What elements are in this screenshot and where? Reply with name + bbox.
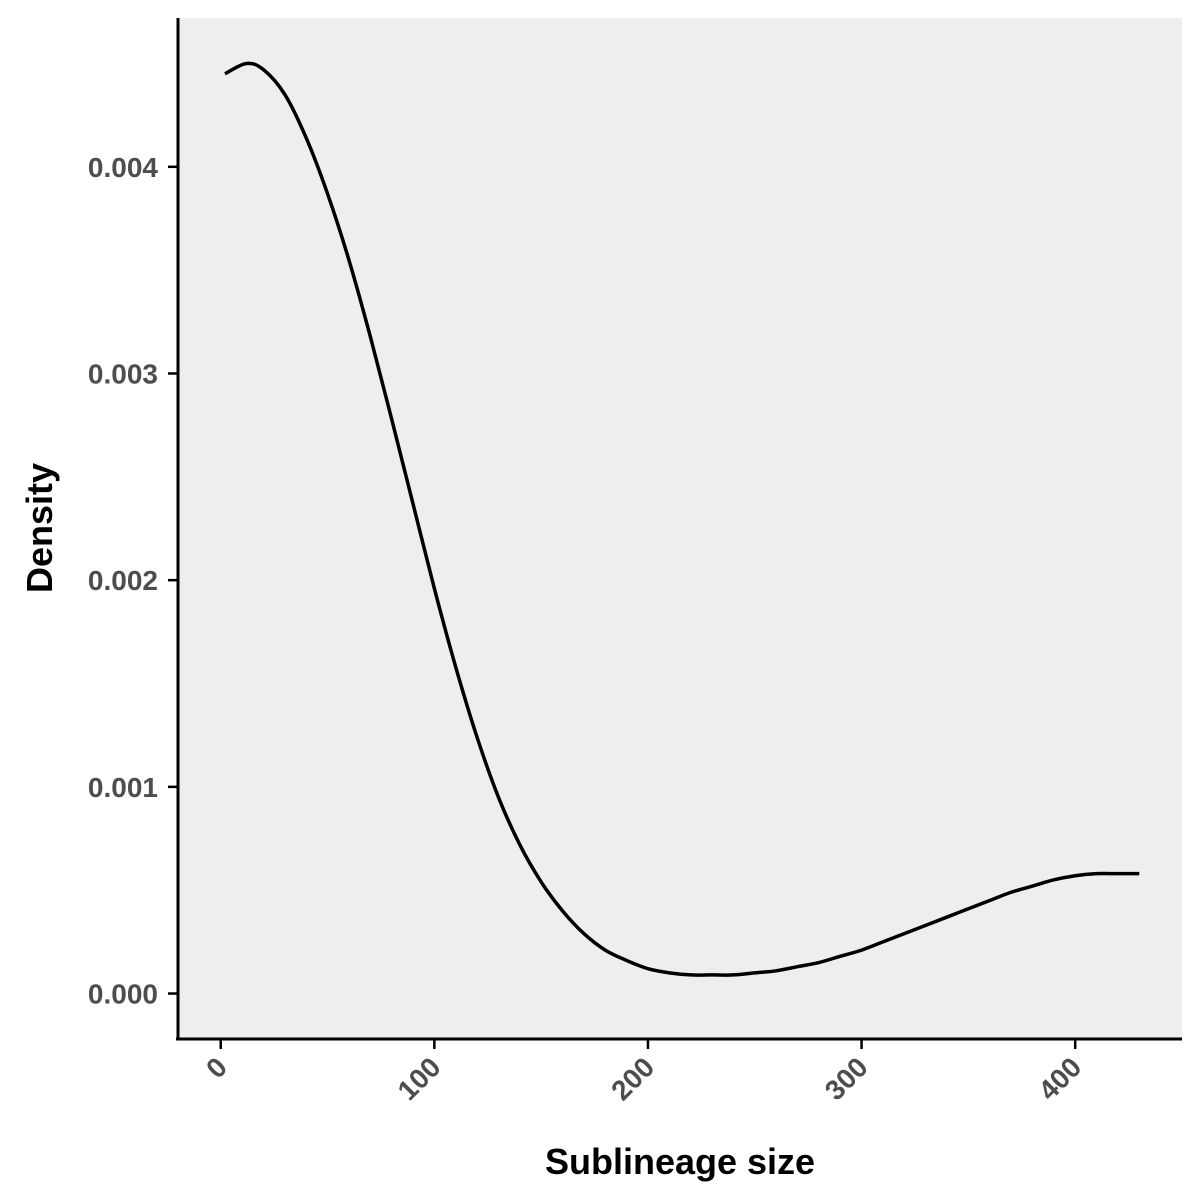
y-axis-ticks: 0.000 0.001 0.002 0.003 0.004 [88, 152, 178, 1010]
plot-panel-background [178, 18, 1182, 1039]
y-tick-label: 0.000 [88, 979, 158, 1010]
x-tick-label: 100 [392, 1051, 447, 1106]
x-tick-label: 0 [200, 1051, 233, 1084]
x-tick-label: 400 [1032, 1051, 1087, 1106]
x-tick-label: 300 [819, 1051, 874, 1106]
y-tick-label: 0.003 [88, 358, 158, 389]
x-tick-label: 200 [605, 1051, 660, 1106]
y-tick-label: 0.002 [88, 565, 158, 596]
y-axis-title: Density [19, 463, 60, 593]
x-axis-title: Sublineage size [545, 1141, 815, 1182]
density-line [224, 61, 1140, 977]
x-axis-ticks: 0 100 200 300 400 [200, 1039, 1087, 1106]
y-tick-label: 0.004 [88, 152, 158, 183]
y-tick-label: 0.001 [88, 772, 158, 803]
